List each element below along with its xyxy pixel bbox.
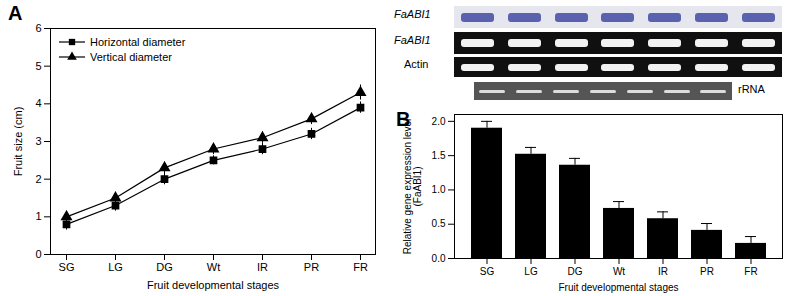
html-text:FaABI1: FaABI1 bbox=[394, 8, 431, 20]
svg-text:SG: SG bbox=[59, 261, 75, 273]
svg-text:LG: LG bbox=[108, 261, 123, 273]
svg-text:Wt: Wt bbox=[207, 261, 220, 273]
svg-text:FR: FR bbox=[353, 261, 368, 273]
svg-text:0.5: 0.5 bbox=[432, 218, 446, 229]
html-text:FaABI1: FaABI1 bbox=[394, 34, 431, 46]
html-text:A: A bbox=[8, 2, 23, 24]
svg-text:2.0: 2.0 bbox=[432, 116, 446, 127]
svg-text:4: 4 bbox=[35, 97, 41, 109]
svg-text:1: 1 bbox=[35, 210, 41, 222]
svg-text:DG: DG bbox=[568, 266, 583, 277]
svg-text:0.0: 0.0 bbox=[432, 253, 446, 264]
svg-text:SG: SG bbox=[480, 266, 495, 277]
svg-text:Fruit developmental stages: Fruit developmental stages bbox=[147, 279, 280, 291]
svg-text:Fruit developmental stages: Fruit developmental stages bbox=[558, 282, 678, 293]
svg-text:FR: FR bbox=[744, 266, 757, 277]
svg-text:3: 3 bbox=[35, 135, 41, 147]
svg-text:0: 0 bbox=[35, 248, 41, 260]
svg-text:PR: PR bbox=[304, 261, 319, 273]
svg-text:2: 2 bbox=[35, 173, 41, 185]
svg-text:Relative gene expression level: Relative gene expression level(FaABI1) bbox=[402, 119, 423, 255]
svg-text:IR: IR bbox=[658, 266, 668, 277]
svg-text:1.0: 1.0 bbox=[432, 184, 446, 195]
svg-text:PR: PR bbox=[700, 266, 714, 277]
svg-text:Fruit size (cm): Fruit size (cm) bbox=[12, 107, 24, 177]
svg-text:IR: IR bbox=[257, 261, 268, 273]
svg-text:LG: LG bbox=[524, 266, 538, 277]
html-text:Actin: Actin bbox=[404, 58, 429, 70]
svg-text:Wt: Wt bbox=[613, 266, 625, 277]
svg-text:1.5: 1.5 bbox=[432, 150, 446, 161]
svg-text:DG: DG bbox=[156, 261, 173, 273]
html-text:Vertical diameter: Vertical diameter bbox=[90, 50, 172, 63]
html-text:rRNA: rRNA bbox=[738, 83, 765, 95]
svg-text:5: 5 bbox=[35, 60, 41, 72]
html-text:Horizontal diameter: Horizontal diameter bbox=[90, 35, 186, 48]
svg-text:6: 6 bbox=[35, 22, 41, 34]
